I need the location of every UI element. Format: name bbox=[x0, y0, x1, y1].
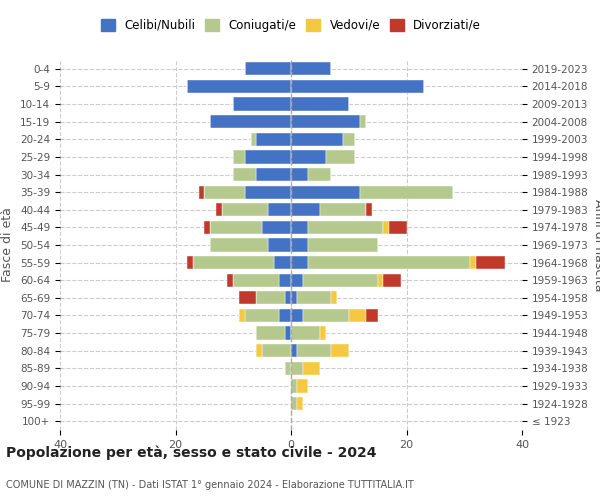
Bar bbox=[291, 150, 326, 164]
Bar bbox=[239, 291, 256, 304]
Bar bbox=[360, 115, 366, 128]
Bar bbox=[331, 291, 337, 304]
Bar bbox=[280, 309, 291, 322]
Bar bbox=[291, 98, 349, 110]
Bar bbox=[216, 203, 222, 216]
Bar bbox=[291, 380, 297, 392]
Bar bbox=[349, 309, 366, 322]
Bar bbox=[222, 203, 268, 216]
Bar bbox=[291, 362, 302, 375]
Bar bbox=[210, 238, 268, 252]
Bar bbox=[187, 80, 291, 93]
Bar bbox=[262, 221, 291, 234]
Bar bbox=[291, 80, 424, 93]
Bar bbox=[291, 186, 360, 198]
Bar bbox=[256, 132, 291, 146]
Bar bbox=[366, 309, 377, 322]
Bar bbox=[377, 274, 383, 287]
Bar bbox=[291, 397, 297, 410]
Bar bbox=[291, 326, 320, 340]
Bar bbox=[302, 309, 349, 322]
Bar bbox=[297, 344, 331, 358]
Text: Popolazione per età, sesso e stato civile - 2024: Popolazione per età, sesso e stato civil… bbox=[6, 446, 377, 460]
Bar bbox=[291, 309, 302, 322]
Bar bbox=[366, 203, 372, 216]
Bar bbox=[291, 168, 308, 181]
Bar bbox=[291, 291, 297, 304]
Bar bbox=[389, 221, 407, 234]
Bar bbox=[291, 256, 308, 269]
Bar bbox=[251, 132, 256, 146]
Bar bbox=[297, 291, 331, 304]
Bar bbox=[320, 326, 326, 340]
Bar bbox=[297, 380, 308, 392]
Bar bbox=[308, 168, 331, 181]
Bar bbox=[233, 98, 291, 110]
Bar bbox=[245, 150, 291, 164]
Bar bbox=[187, 256, 193, 269]
Bar bbox=[320, 203, 366, 216]
Bar bbox=[268, 238, 291, 252]
Bar bbox=[308, 221, 383, 234]
Bar bbox=[302, 362, 320, 375]
Bar bbox=[227, 274, 233, 287]
Bar bbox=[302, 274, 377, 287]
Bar bbox=[308, 238, 377, 252]
Bar bbox=[245, 186, 291, 198]
Bar bbox=[233, 168, 256, 181]
Bar bbox=[297, 397, 302, 410]
Bar bbox=[239, 309, 245, 322]
Bar bbox=[360, 186, 453, 198]
Y-axis label: Anni di nascita: Anni di nascita bbox=[592, 198, 600, 291]
Bar bbox=[280, 274, 291, 287]
Bar bbox=[233, 274, 280, 287]
Bar bbox=[383, 274, 401, 287]
Bar bbox=[291, 132, 343, 146]
Bar bbox=[470, 256, 476, 269]
Bar bbox=[193, 256, 274, 269]
Bar bbox=[233, 150, 245, 164]
Bar bbox=[262, 344, 291, 358]
Bar bbox=[291, 274, 302, 287]
Bar bbox=[256, 326, 285, 340]
Bar bbox=[291, 221, 308, 234]
Bar bbox=[199, 186, 205, 198]
Bar bbox=[268, 203, 291, 216]
Bar bbox=[210, 115, 291, 128]
Bar bbox=[291, 238, 308, 252]
Bar bbox=[291, 115, 360, 128]
Bar bbox=[205, 221, 210, 234]
Text: COMUNE DI MAZZIN (TN) - Dati ISTAT 1° gennaio 2024 - Elaborazione TUTTITALIA.IT: COMUNE DI MAZZIN (TN) - Dati ISTAT 1° ge… bbox=[6, 480, 414, 490]
Bar bbox=[256, 168, 291, 181]
Bar bbox=[285, 362, 291, 375]
Bar bbox=[285, 326, 291, 340]
Bar bbox=[308, 256, 470, 269]
Bar bbox=[343, 132, 355, 146]
Bar bbox=[383, 221, 389, 234]
Bar bbox=[245, 309, 280, 322]
Bar bbox=[256, 291, 285, 304]
Bar bbox=[274, 256, 291, 269]
Bar bbox=[291, 344, 297, 358]
Legend: Celibi/Nubili, Coniugati/e, Vedovi/e, Divorziati/e: Celibi/Nubili, Coniugati/e, Vedovi/e, Di… bbox=[96, 14, 486, 36]
Bar bbox=[331, 344, 349, 358]
Bar bbox=[245, 62, 291, 76]
Bar bbox=[326, 150, 355, 164]
Bar bbox=[285, 291, 291, 304]
Y-axis label: Fasce di età: Fasce di età bbox=[1, 208, 14, 282]
Bar bbox=[256, 344, 262, 358]
Bar bbox=[205, 186, 245, 198]
Bar bbox=[291, 203, 320, 216]
Bar bbox=[210, 221, 262, 234]
Bar bbox=[476, 256, 505, 269]
Bar bbox=[291, 62, 331, 76]
